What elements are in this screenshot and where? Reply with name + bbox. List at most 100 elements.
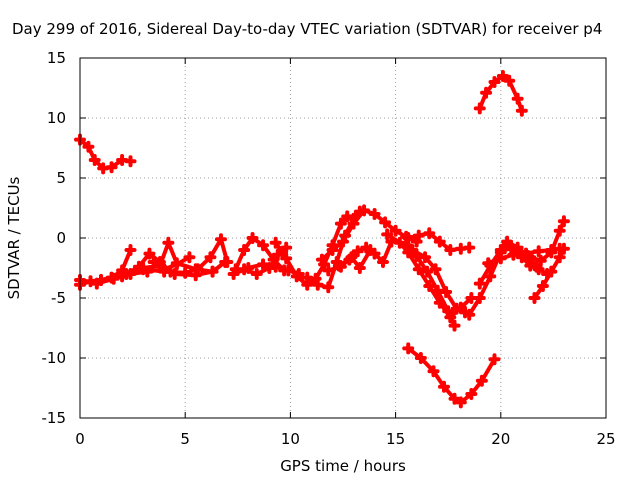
data-point <box>97 162 110 175</box>
data-point <box>204 251 217 264</box>
data-point <box>376 256 389 268</box>
data-point <box>532 245 545 258</box>
data-point <box>214 233 227 246</box>
data-point <box>423 227 436 240</box>
data-point <box>124 244 137 256</box>
data-point <box>290 270 303 283</box>
y-axis-label: SDTVAR / TECUs <box>5 176 23 299</box>
data-point <box>557 215 570 228</box>
data-point <box>381 228 394 241</box>
data-point <box>431 284 444 297</box>
data-point <box>120 268 133 280</box>
y-tick-label: 15 <box>47 49 66 67</box>
data-point <box>450 302 463 315</box>
data-point <box>82 140 95 153</box>
axis-ticks <box>79 57 607 419</box>
data-point <box>341 210 354 223</box>
x-tick-label: 10 <box>281 430 300 448</box>
y-tick-label: 0 <box>56 229 66 247</box>
data-point <box>465 388 478 400</box>
data-point <box>437 380 450 393</box>
data-point <box>393 236 406 249</box>
data-point <box>124 155 137 168</box>
data-point <box>480 86 493 99</box>
y-tick-label: -5 <box>51 289 66 307</box>
series-arc-13 <box>315 204 423 266</box>
x-axis-label: GPS time / hours <box>280 457 406 475</box>
data-point <box>400 239 413 252</box>
data-point <box>334 260 347 273</box>
data-point <box>412 263 425 276</box>
data-point <box>473 292 486 304</box>
data-point <box>250 268 263 280</box>
data-point <box>183 251 196 264</box>
data-point <box>168 268 181 280</box>
data-point <box>423 280 436 292</box>
data-point <box>227 268 240 280</box>
data-point <box>351 245 364 258</box>
data-point <box>545 246 558 259</box>
y-tick-label: 10 <box>47 109 66 127</box>
data-point <box>515 104 528 117</box>
data-point <box>269 236 282 249</box>
data-point <box>353 262 366 274</box>
data-point <box>444 244 457 256</box>
data-point <box>315 253 328 266</box>
data-point <box>475 374 488 387</box>
data-point <box>170 257 183 270</box>
series-arc-18 <box>406 244 472 319</box>
series-arc-23 <box>501 215 570 267</box>
data-point <box>326 244 339 256</box>
y-tick-labels: -15 -10 -5 0 5 10 15 <box>42 49 67 427</box>
x-tick-labels: 0 5 10 15 20 25 <box>75 430 615 448</box>
y-tick-label: -15 <box>42 409 67 427</box>
data-point <box>488 353 501 366</box>
data-point <box>143 247 156 260</box>
x-tick-label: 15 <box>386 430 405 448</box>
data-point <box>238 244 251 256</box>
series-arc-07 <box>147 256 232 282</box>
data-point <box>334 217 347 230</box>
data-point <box>263 262 276 274</box>
data-point <box>105 161 118 174</box>
data-point <box>257 239 270 252</box>
data-point <box>536 280 549 292</box>
data-point <box>311 278 324 291</box>
data-point <box>503 74 516 87</box>
data-point <box>191 263 204 276</box>
data-point <box>553 251 566 264</box>
data-point <box>379 216 392 229</box>
data-point <box>219 256 232 268</box>
data-point <box>410 235 423 248</box>
data-point <box>402 342 415 355</box>
data-point <box>246 232 259 244</box>
y-tick-label: 5 <box>56 169 66 187</box>
data-point <box>463 308 476 321</box>
data-point <box>473 102 486 115</box>
data-point <box>347 217 360 230</box>
data-point <box>402 232 415 244</box>
data-point <box>206 265 219 278</box>
data-point <box>238 263 251 276</box>
data-point <box>448 319 461 332</box>
x-tick-label: 20 <box>491 430 510 448</box>
x-tick-label: 25 <box>596 430 615 448</box>
data-point <box>95 274 108 286</box>
data-point <box>322 281 335 294</box>
data-point <box>454 242 467 255</box>
data-point <box>280 241 293 254</box>
data-point <box>116 154 129 166</box>
data-point <box>545 265 558 278</box>
data-point <box>189 269 202 282</box>
data-point <box>463 241 476 254</box>
data-point <box>345 251 358 264</box>
data-point <box>406 244 419 256</box>
data-point <box>364 244 377 256</box>
data-point <box>511 246 524 259</box>
chart-title: Day 299 of 2016, Sidereal Day-to-day VTE… <box>12 20 602 38</box>
data-point <box>557 242 570 255</box>
series-line <box>320 208 419 262</box>
data-point <box>511 92 524 105</box>
series-layer <box>74 70 570 409</box>
